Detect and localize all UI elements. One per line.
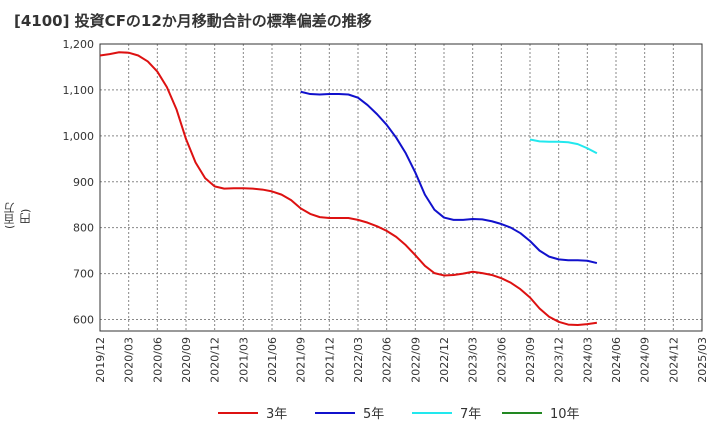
series-line-2 (300, 90, 598, 265)
x-tick-label: 2025/03 (696, 337, 709, 383)
y-axis-ticks: 600 700 800 900 1,000 1,100 1,200 (63, 38, 95, 327)
x-tick-label: 2019/12 (94, 337, 107, 383)
x-tick-label: 2023/03 (467, 337, 480, 383)
x-tick-label: 2022/12 (438, 337, 451, 383)
x-tick-label: 2024/03 (581, 337, 594, 383)
y-tick-label: 700 (73, 268, 94, 281)
x-tick-label: 2021/12 (323, 337, 336, 383)
y-tick-label: 1,100 (63, 84, 95, 97)
legend-label-3: 7年 (460, 407, 481, 422)
x-tick-label: 2020/03 (123, 337, 136, 383)
x-tick-label: 2023/06 (495, 337, 508, 383)
y-tick-label: 900 (73, 176, 94, 189)
x-tick-label: 2020/12 (209, 337, 222, 383)
series-line-1 (99, 51, 598, 327)
x-axis-ticks: 2019/12 2020/03 2020/06 2020/09 2020/12 2021/… (94, 337, 709, 383)
x-tick-label: 2021/06 (266, 337, 279, 383)
legend: 3年 5年 7年 10年 (218, 407, 580, 422)
x-tick-label: 2022/03 (352, 337, 365, 383)
x-tick-label: 2020/09 (180, 337, 193, 383)
series-line-3 (529, 138, 598, 155)
x-tick-label: 2021/03 (237, 337, 250, 383)
x-tick-label: 2023/09 (524, 337, 537, 383)
y-tick-label: 800 (73, 222, 94, 235)
series-lines (99, 51, 598, 327)
plot-frame (99, 43, 703, 332)
y-tick-label: 1,000 (63, 130, 95, 143)
legend-label-2: 5年 (363, 407, 384, 422)
x-tick-label: 2024/06 (610, 337, 623, 383)
chart-title: [4100] 投資CFの12か月移動合計の標準偏差の推移 (14, 12, 372, 30)
x-tick-label: 2022/09 (409, 337, 422, 383)
legend-label-4: 10年 (550, 407, 580, 422)
x-tick-label: 2024/09 (639, 337, 652, 383)
y-tick-label: 600 (73, 314, 94, 327)
x-tick-label: 2021/09 (295, 337, 308, 383)
x-tick-label: 2023/12 (553, 337, 566, 383)
x-tick-label: 2020/06 (151, 337, 164, 383)
y-tick-label: 1,200 (63, 38, 95, 51)
legend-label-1: 3年 (266, 407, 287, 422)
x-tick-label: 2022/06 (381, 337, 394, 383)
grid (99, 43, 703, 331)
x-tick-label: 2024/12 (667, 337, 680, 383)
